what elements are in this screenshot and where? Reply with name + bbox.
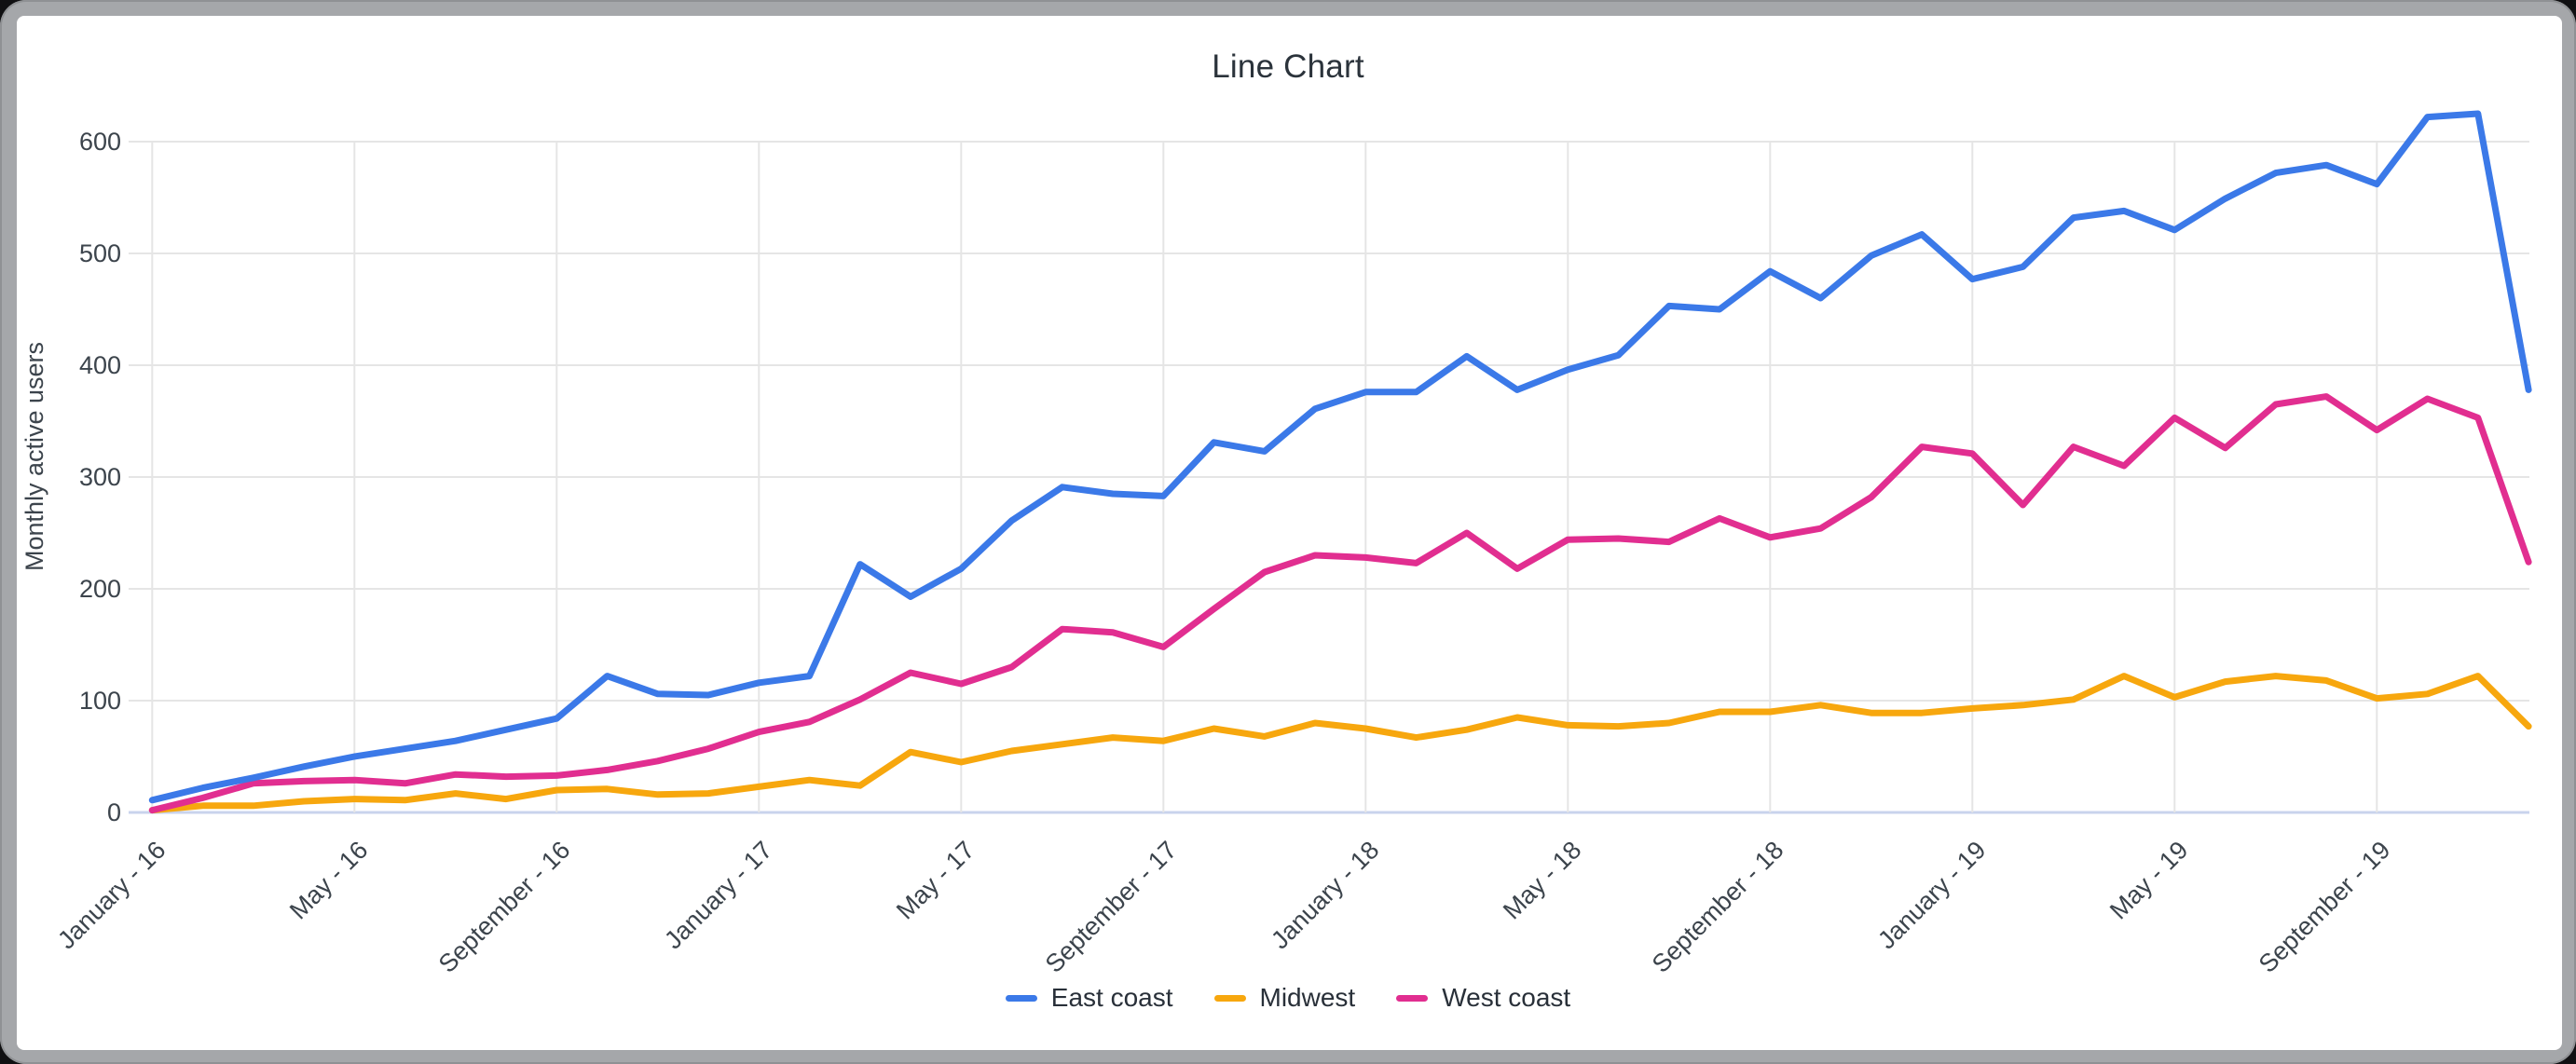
y-tick-label: 600 bbox=[79, 128, 121, 156]
series-line-east-coast bbox=[148, 110, 2532, 804]
chart-legend: East coast Midwest West coast bbox=[0, 976, 2576, 1019]
y-tick-label: 100 bbox=[79, 687, 121, 715]
x-tick-label: September - 16 bbox=[433, 836, 576, 978]
legend-swatch-east-coast bbox=[1005, 994, 1037, 1002]
y-tick-label: 0 bbox=[107, 798, 121, 826]
series-line-midwest bbox=[148, 673, 2532, 814]
x-tick-label: May - 18 bbox=[1498, 836, 1586, 924]
x-tick-label: May - 16 bbox=[284, 836, 373, 924]
x-tick-label: January - 16 bbox=[52, 836, 171, 954]
x-tick-label: May - 19 bbox=[2104, 836, 2193, 924]
x-tick-label: January - 19 bbox=[1872, 836, 1991, 954]
legend-label-midwest: Midwest bbox=[1259, 983, 1356, 1012]
y-tick-label: 300 bbox=[79, 463, 121, 491]
y-axis-title: Monthly active users bbox=[21, 342, 48, 571]
legend-item-east-coast[interactable]: East coast bbox=[1005, 983, 1173, 1013]
x-tick-label: January - 18 bbox=[1266, 836, 1384, 954]
legend-label-east-coast: East coast bbox=[1050, 983, 1173, 1012]
x-tick-label: September - 18 bbox=[1647, 836, 1789, 978]
legend-swatch-midwest bbox=[1213, 994, 1246, 1002]
legend-swatch-west-coast bbox=[1396, 994, 1429, 1002]
legend-item-west-coast[interactable]: West coast bbox=[1396, 983, 1570, 1013]
chart-canvas bbox=[17, 16, 2562, 1050]
legend-item-midwest[interactable]: Midwest bbox=[1213, 983, 1356, 1013]
x-tick-label: September - 17 bbox=[1040, 836, 1183, 978]
series-line-west-coast bbox=[148, 393, 2532, 814]
y-tick-label: 200 bbox=[79, 575, 121, 603]
legend-label-west-coast: West coast bbox=[1442, 983, 1571, 1012]
grid bbox=[129, 141, 2529, 814]
y-tick-label: 400 bbox=[79, 351, 121, 379]
x-tick-label: January - 17 bbox=[659, 836, 777, 954]
chart-title: Line Chart bbox=[1212, 48, 1364, 85]
series-lines bbox=[148, 110, 2532, 814]
x-tick-label: September - 19 bbox=[2254, 836, 2396, 978]
y-tick-label: 500 bbox=[79, 239, 121, 267]
tick-labels: 0 100 200 300 400 500 600 January - 16 May - 16 S… bbox=[52, 128, 2395, 978]
x-tick-label: May - 17 bbox=[891, 836, 980, 924]
